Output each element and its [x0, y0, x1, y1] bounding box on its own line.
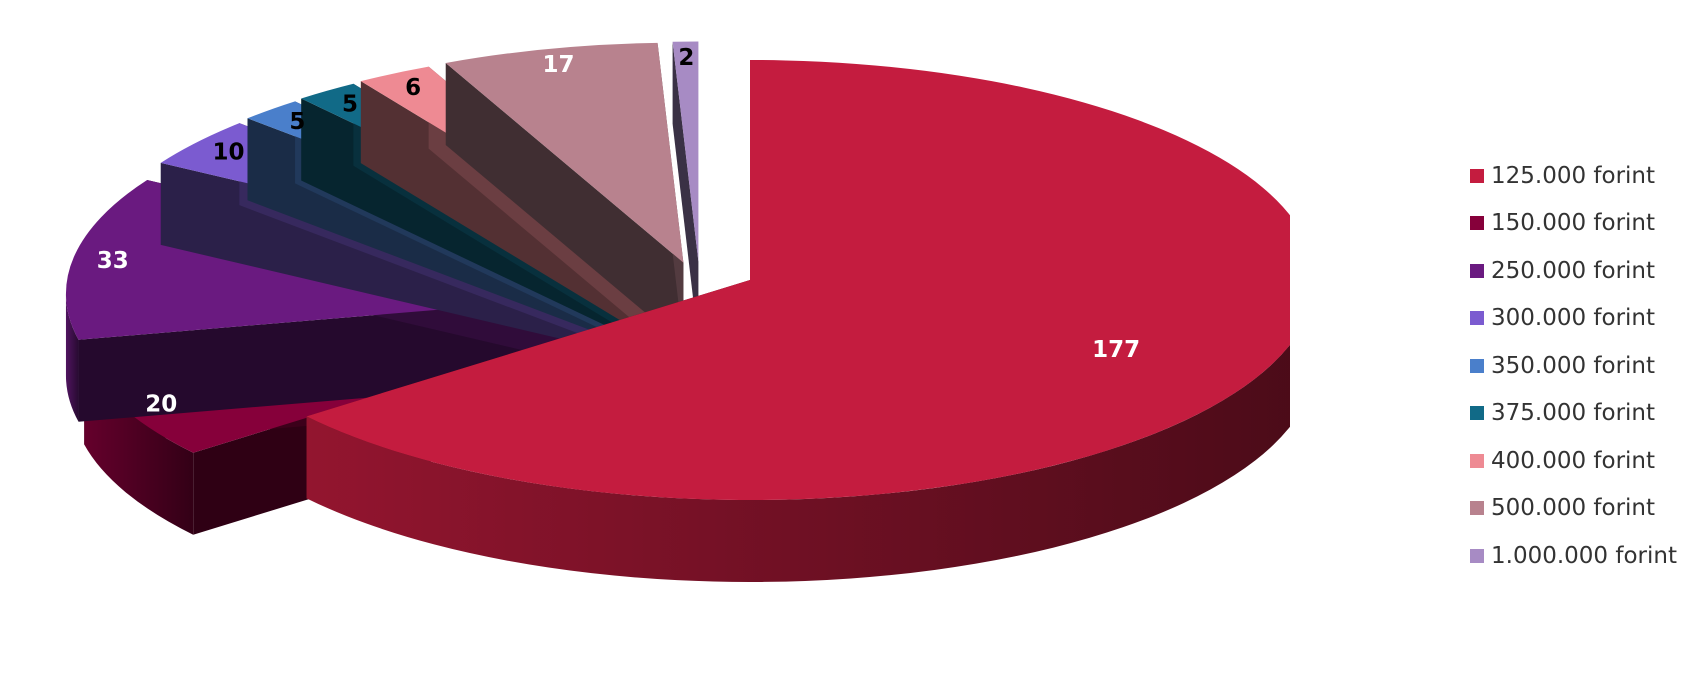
legend-item: 375.000 forint [1470, 390, 1700, 438]
data-label: 33 [97, 248, 129, 274]
data-label: 5 [342, 91, 358, 117]
legend-swatch [1470, 311, 1484, 326]
legend: 125.000 forint 150.000 forint 250.000 fori… [1470, 152, 1700, 580]
legend-label: 300.000 forint [1491, 305, 1656, 332]
legend-swatch [1470, 216, 1484, 231]
legend-label: 250.000 forint [1491, 257, 1656, 284]
data-label: 17 [543, 52, 575, 78]
legend-item: 400.000 forint [1470, 437, 1700, 485]
data-label: 10 [212, 140, 244, 166]
legend-swatch [1470, 358, 1484, 373]
legend-swatch [1470, 501, 1484, 516]
legend-swatch [1470, 406, 1484, 421]
legend-item: 300.000 forint [1470, 295, 1700, 343]
data-label: 2 [678, 45, 694, 71]
pie-slice [445, 42, 684, 345]
legend-label: 125.000 forint [1491, 162, 1656, 189]
legend-swatch [1470, 548, 1484, 563]
pie-slice [672, 41, 699, 344]
legend-swatch [1470, 453, 1484, 468]
legend-label: 400.000 forint [1491, 447, 1656, 474]
legend-item: 1.000.000 forint [1470, 532, 1700, 580]
legend-label: 1.000.000 forint [1491, 542, 1677, 569]
legend-swatch [1470, 168, 1484, 183]
legend-item: 125.000 forint [1470, 152, 1700, 200]
pie-chart: 177 20 33 10 5 5 6 17 2 [65, 41, 1290, 582]
data-label: 6 [405, 75, 421, 101]
legend-label: 150.000 forint [1491, 210, 1656, 237]
legend-item: 250.000 forint [1470, 247, 1700, 295]
data-label: 5 [289, 109, 305, 135]
legend-label: 375.000 forint [1491, 400, 1656, 427]
data-label: 177 [1092, 337, 1140, 363]
legend-item: 150.000 forint [1470, 200, 1700, 248]
legend-item: 500.000 forint [1470, 485, 1700, 533]
pie-slice [306, 60, 1290, 582]
legend-label: 500.000 forint [1491, 495, 1656, 522]
legend-item: 350.000 forint [1470, 342, 1700, 390]
legend-swatch [1470, 263, 1484, 278]
legend-label: 350.000 forint [1491, 352, 1656, 379]
data-label: 20 [145, 392, 177, 418]
